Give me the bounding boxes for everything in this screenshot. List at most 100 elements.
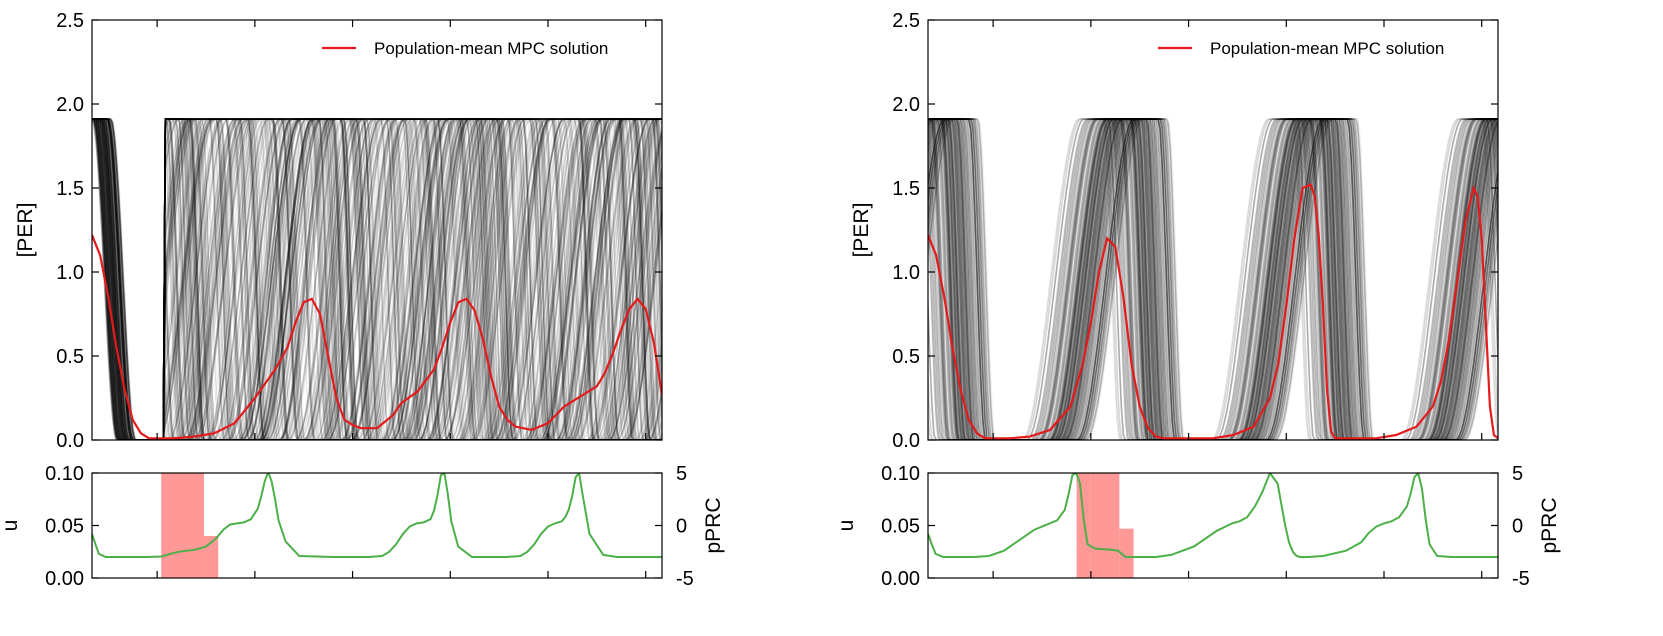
left-per-chart: 0.0 0.5 1.0 1.5 2.0 2.5 [PER] Population-mean M… (14, 10, 663, 452)
ensemble-trace (92, 118, 662, 440)
ensemble-trace (928, 118, 1498, 440)
ensemble-trace (92, 118, 662, 440)
ensemble-trace (928, 118, 1498, 440)
ensemble-trace (928, 118, 1498, 440)
ensemble-trace (92, 118, 662, 440)
ensemble-trace (928, 118, 1498, 440)
ensemble-trace (928, 118, 1498, 440)
ensemble-trace (928, 118, 1498, 440)
ensemble-trace (92, 118, 662, 440)
ensemble-trace (928, 118, 1498, 440)
ensemble-trace (92, 118, 662, 440)
ensemble-trace (928, 118, 1498, 440)
ensemble-trace (92, 118, 662, 440)
ensemble-trace (92, 118, 662, 440)
ensemble-trace (92, 118, 662, 440)
ensemble-trace (928, 118, 1498, 440)
ensemble-trace (928, 118, 1498, 440)
ensemble-trace (92, 118, 662, 440)
ensemble-trace (92, 118, 662, 440)
ensemble-trace (92, 118, 662, 440)
ensemble-trace (928, 118, 1498, 440)
ensemble-trace (928, 118, 1498, 440)
ensemble-trace (92, 118, 662, 440)
ensemble-trace (92, 118, 662, 440)
ensemble-trace (928, 118, 1498, 440)
ensemble-trace (92, 118, 662, 440)
ensemble-trace (928, 118, 1498, 440)
ensemble-trace (928, 118, 1498, 440)
ensemble-trace (92, 118, 662, 440)
ensemble-trace (928, 118, 1498, 440)
ensemble-trace (92, 118, 662, 440)
ensemble-trace (928, 118, 1498, 440)
ensemble-trace (92, 118, 662, 440)
ensemble-trace (92, 118, 662, 440)
ensemble-trace (928, 118, 1498, 440)
ensemble-trace (92, 118, 662, 440)
ensemble-trace (92, 118, 662, 440)
ensemble-trace (92, 118, 662, 440)
ensemble-trace (928, 118, 1498, 440)
ensemble-trace (928, 118, 1498, 440)
ensemble-trace (928, 118, 1498, 440)
ensemble-trace (928, 118, 1498, 440)
ensemble-trace (928, 118, 1498, 440)
ensemble-trace (928, 118, 1498, 440)
ensemble-trace (928, 118, 1498, 440)
ensemble-trace (92, 118, 662, 440)
ensemble-trace (92, 118, 662, 440)
ensemble-trace (928, 118, 1498, 440)
ensemble-trace (928, 118, 1498, 440)
ensemble-trace (928, 118, 1498, 440)
control-bar (1119, 528, 1134, 578)
ensemble-trace (92, 118, 662, 440)
ensemble-trace (928, 118, 1498, 440)
ensemble-trace (92, 118, 662, 440)
ensemble-trace (92, 118, 662, 440)
ensemble-trace (928, 118, 1498, 440)
ensemble-trace (928, 118, 1498, 440)
ensemble-trace (928, 118, 1498, 440)
ensemble-trace (928, 118, 1498, 440)
ensemble-trace (92, 118, 662, 440)
ensemble-trace (928, 118, 1498, 440)
ensemble-trace (928, 118, 1498, 440)
ensemble-trace (928, 118, 1498, 440)
ensemble-trace (928, 118, 1498, 440)
ensemble-trace (928, 118, 1498, 440)
ensemble-trace (928, 118, 1498, 440)
ensemble-trace (928, 118, 1498, 440)
ensemble-trace (92, 118, 662, 440)
ensemble-trace (928, 118, 1498, 440)
ensemble-trace (928, 118, 1498, 440)
ensemble-trace (92, 118, 662, 440)
ensemble-trace (92, 118, 662, 440)
y-tick-label: 1.0 (56, 262, 84, 284)
legend-label: Population-mean MPC solution (1210, 39, 1444, 58)
ensemble-traces (928, 118, 1498, 440)
y-axis-title: [PER] (14, 203, 37, 258)
ensemble-trace (92, 118, 662, 440)
control-bar (161, 473, 204, 578)
ensemble-trace (928, 118, 1498, 440)
ensemble-trace (928, 118, 1498, 440)
ensemble-trace (928, 118, 1498, 440)
ensemble-trace (928, 118, 1498, 440)
ensemble-trace (92, 118, 662, 440)
ensemble-trace (928, 118, 1498, 440)
ensemble-trace (92, 118, 662, 440)
ensemble-trace (92, 118, 662, 440)
ensemble-trace (928, 118, 1498, 440)
ensemble-trace (928, 118, 1498, 440)
ensemble-trace (928, 118, 1498, 440)
ensemble-trace (928, 118, 1498, 440)
ensemble-trace (92, 118, 662, 440)
ensemble-trace (92, 118, 662, 440)
ensemble-trace (92, 118, 662, 440)
ensemble-trace (92, 118, 662, 440)
ensemble-trace (928, 118, 1498, 440)
y-tick-label: 0.5 (56, 346, 84, 368)
ensemble-trace (928, 118, 1498, 440)
ensemble-trace (92, 118, 662, 440)
